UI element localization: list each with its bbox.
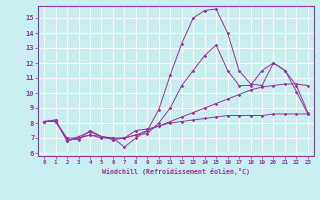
- X-axis label: Windchill (Refroidissement éolien,°C): Windchill (Refroidissement éolien,°C): [102, 168, 250, 175]
